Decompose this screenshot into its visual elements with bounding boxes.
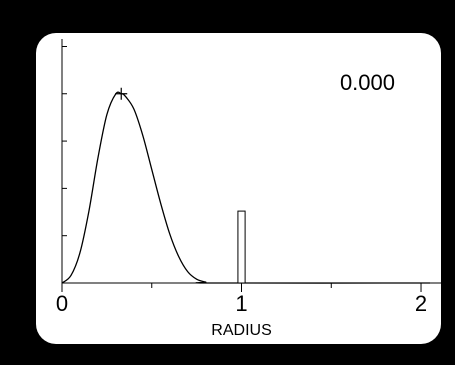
x-tick-label-2: 1 [235, 291, 247, 316]
readout-value: 0.000 [340, 70, 395, 95]
ticks [61, 45, 422, 292]
x-axis-label: RADIUS [211, 322, 271, 339]
marks [61, 87, 431, 284]
plot-screen: 0 1 2 RADIUS 0.000 [36, 33, 441, 344]
x-tick-label-0: 0 [56, 291, 68, 316]
x-tick-label-4: 2 [415, 291, 427, 316]
peak-marker [115, 87, 128, 100]
distribution-curve [61, 91, 431, 284]
radius-bar [237, 210, 246, 284]
labels: 0 1 2 RADIUS 0.000 [56, 70, 427, 339]
radius-plot: 0 1 2 RADIUS 0.000 [56, 39, 441, 339]
